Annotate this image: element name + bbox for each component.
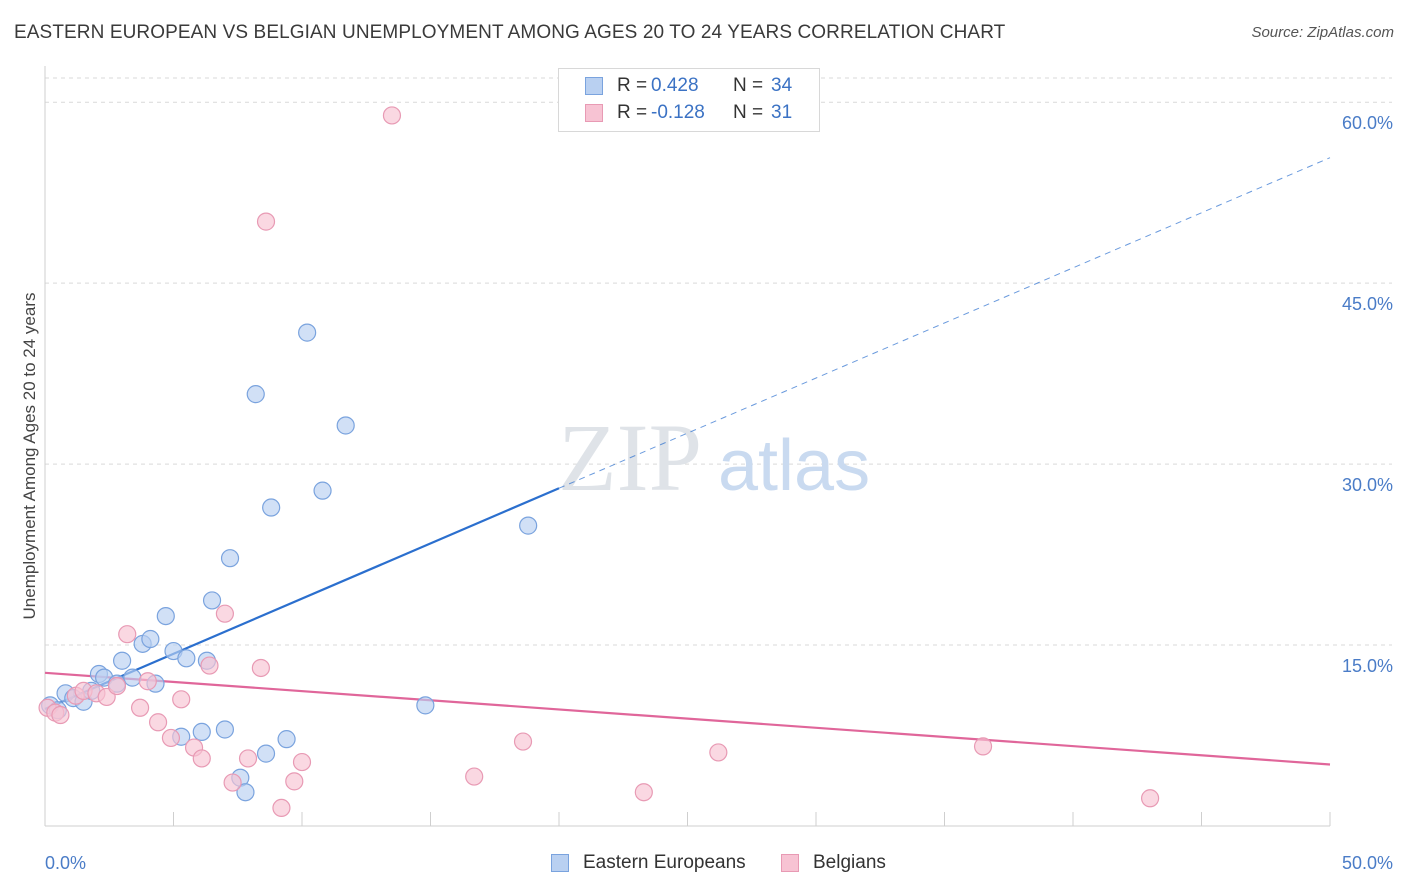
- eastern-europeans-point: [112, 651, 132, 670]
- belgians-point: [215, 604, 234, 623]
- belgians-point: [148, 713, 168, 732]
- eastern-europeans-point: [246, 385, 265, 404]
- watermark-atlas: atlas: [718, 426, 870, 506]
- belgians-point: [238, 749, 258, 768]
- belgians-point: [51, 705, 70, 725]
- belgians-point: [172, 690, 191, 709]
- eastern-europeans-point: [236, 783, 255, 802]
- eastern-europeans-point: [156, 606, 175, 626]
- legend-r-label: R =: [617, 75, 648, 96]
- belgians-point: [256, 212, 276, 231]
- watermark: ZIP atlas: [558, 404, 870, 511]
- belgians-point: [130, 698, 150, 717]
- eastern-europeans-point: [215, 720, 234, 739]
- eastern-europeans-point: [192, 722, 211, 742]
- y-tick-label: 60.0%: [1342, 113, 1393, 133]
- eastern-europeans-point: [336, 416, 355, 435]
- legend-n-label: N =: [733, 102, 764, 123]
- belgians-point: [709, 743, 728, 762]
- y-tick-label: 30.0%: [1342, 475, 1393, 495]
- belgians-point: [223, 773, 242, 792]
- belgians-point: [513, 732, 533, 751]
- legend-swatch-blue: [585, 77, 603, 95]
- legend-r-label: R =: [617, 102, 648, 123]
- y-tick-label: 15.0%: [1342, 656, 1393, 676]
- belgians-point: [192, 749, 211, 768]
- eastern-europeans-point: [298, 323, 317, 342]
- eastern-europeans-point: [220, 549, 240, 568]
- bottom-legend-label: Belgians: [813, 852, 886, 873]
- eastern-europeans-point: [416, 696, 435, 715]
- belgians-point: [200, 656, 219, 675]
- eastern-europeans-point: [141, 629, 160, 649]
- data-points: [38, 106, 1160, 818]
- legend-r-value: -0.128: [651, 102, 705, 123]
- legend-n-value: 31: [771, 102, 793, 123]
- chart-title: EASTERN EUROPEAN VS BELGIAN UNEMPLOYMENT…: [14, 22, 1006, 43]
- bottom-legend-swatch-pink: [781, 854, 799, 872]
- belgians-point: [272, 798, 291, 818]
- eastern-europeans-trend-line: [44, 487, 560, 710]
- grid-lines: [45, 77, 1392, 646]
- y-tick-label: 45.0%: [1342, 294, 1393, 314]
- belgians-point: [161, 728, 181, 748]
- eastern-europeans-trend-extension: [558, 157, 1331, 489]
- belgians-point: [118, 625, 137, 644]
- belgians-point: [138, 672, 157, 691]
- legend-n-value: 34: [771, 75, 793, 96]
- eastern-europeans-point: [123, 668, 142, 687]
- bottom-legend-swatch-blue: [551, 854, 569, 872]
- legend-r-value: 0.428: [651, 75, 699, 96]
- x-tick-label: 50.0%: [1342, 853, 1393, 873]
- belgians-point: [251, 658, 270, 678]
- belgians-point: [973, 737, 993, 756]
- eastern-europeans-point: [519, 516, 538, 535]
- eastern-europeans-point: [177, 649, 196, 668]
- belgians-point: [634, 783, 653, 802]
- eastern-europeans-point: [277, 730, 296, 749]
- belgians-point: [1140, 789, 1160, 808]
- belgians-point: [382, 106, 402, 125]
- eastern-europeans-point: [313, 481, 332, 500]
- eastern-europeans-point: [202, 591, 222, 610]
- belgians-point: [465, 767, 484, 786]
- bottom-legend-label: Eastern Europeans: [583, 852, 746, 873]
- eastern-europeans-point: [256, 744, 276, 763]
- belgians-point: [292, 752, 312, 772]
- source-label: Source: ZipAtlas.com: [1251, 24, 1394, 41]
- legend-n-label: N =: [733, 75, 764, 96]
- belgians-trend-line: [44, 671, 1331, 766]
- belgians-point: [107, 676, 127, 696]
- tick-labels: 15.0% 30.0% 45.0% 60.0% 0.0% 50.0%: [45, 113, 1393, 873]
- eastern-europeans-point: [262, 498, 281, 517]
- belgians-point: [285, 772, 304, 791]
- correlation-legend: R = 0.428 N = 34 R = -0.128 N = 31: [558, 68, 820, 132]
- legend-swatch-pink: [585, 104, 603, 122]
- x-tick-label: 0.0%: [45, 853, 86, 873]
